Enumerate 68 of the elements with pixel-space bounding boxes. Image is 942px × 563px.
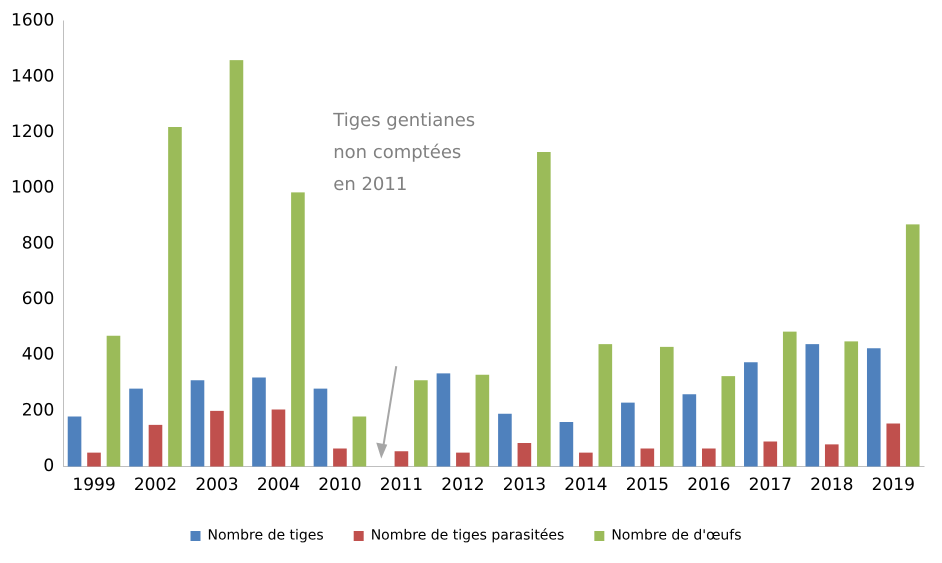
x-tick-label: 2012	[441, 475, 485, 496]
y-tick-label: 1000	[11, 178, 54, 198]
bar	[537, 152, 551, 467]
bar	[721, 376, 736, 467]
y-tick-label: 1600	[11, 10, 54, 31]
y-tick-label: 400	[22, 344, 54, 365]
bar	[252, 378, 266, 467]
bar	[190, 380, 204, 467]
x-tick-label: 2016	[687, 475, 730, 496]
x-tick-label: 2014	[564, 475, 608, 496]
bar	[560, 422, 574, 467]
y-tick-label: 1200	[11, 122, 54, 142]
bar	[621, 402, 635, 467]
x-tick-label: 2004	[256, 475, 300, 496]
bar	[598, 344, 612, 467]
bar	[498, 414, 512, 467]
x-tick-label: 2019	[872, 475, 915, 496]
bar	[394, 451, 408, 467]
x-tick-label: 2017	[748, 475, 792, 496]
bar	[805, 344, 820, 467]
bar	[456, 452, 470, 467]
y-tick-label: 0	[43, 456, 54, 476]
x-tick-label: 2002	[134, 475, 178, 496]
legend-label: Nombre de d'œufs	[611, 528, 742, 544]
x-tick-label: 2015	[626, 475, 669, 496]
bar	[291, 192, 305, 467]
bar	[579, 452, 593, 467]
x-tick-label: 2003	[195, 475, 239, 496]
y-tick-label: 200	[22, 400, 54, 420]
y-tick-label: 600	[22, 288, 54, 309]
x-tick-label: 2013	[502, 475, 546, 496]
x-tick-label: 2018	[810, 475, 854, 496]
bar	[782, 332, 797, 467]
legend-label: Nombre de tiges parasitées	[370, 528, 564, 544]
bar	[702, 448, 716, 467]
bar	[866, 348, 881, 467]
legend-label: Nombre de tiges	[207, 528, 324, 544]
bar	[129, 388, 143, 467]
y-tick-label: 1400	[11, 66, 54, 86]
bar	[272, 410, 286, 467]
bar	[106, 336, 120, 467]
bar	[230, 60, 244, 467]
bar	[210, 410, 224, 467]
bar	[436, 373, 450, 467]
bar	[906, 224, 920, 467]
bar	[824, 444, 839, 467]
bar	[518, 442, 532, 467]
bar	[68, 416, 82, 467]
bar	[744, 362, 758, 467]
bar	[844, 341, 858, 467]
bar	[682, 394, 696, 467]
x-tick-label: 2011	[380, 475, 424, 496]
y-tick-label: 800	[22, 233, 54, 254]
x-tick-label: 2010	[318, 475, 362, 496]
bar	[314, 388, 328, 467]
x-tick-label: 1999	[72, 475, 116, 496]
bar	[414, 380, 428, 467]
bar	[168, 126, 182, 467]
bar	[886, 423, 900, 467]
bar	[763, 442, 778, 467]
bar	[640, 448, 654, 467]
bar	[476, 374, 490, 467]
bar	[148, 424, 162, 467]
bar	[333, 448, 347, 467]
bar	[87, 452, 101, 467]
annotation: Tiges gentianes non comptées en 2011	[332, 110, 476, 195]
bar	[660, 346, 674, 467]
bar	[352, 416, 366, 467]
